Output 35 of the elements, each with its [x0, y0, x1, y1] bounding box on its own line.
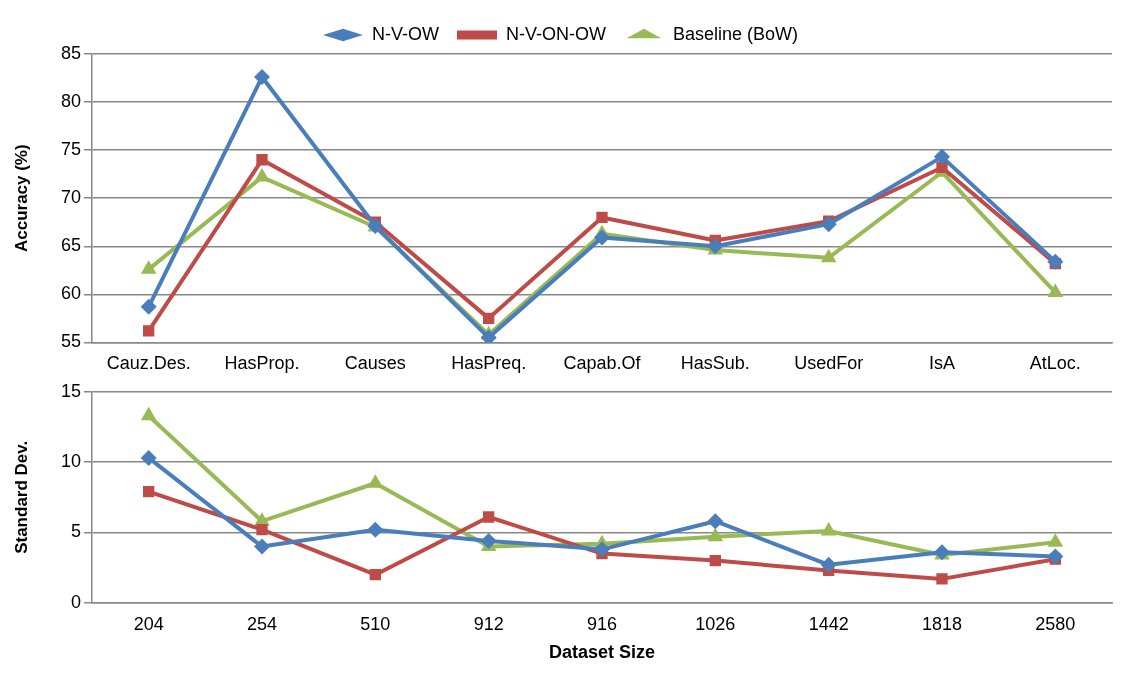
x-tick-label: 254	[246, 613, 278, 634]
y-tick-label: 5	[70, 521, 81, 542]
y-tick-label: 70	[60, 187, 81, 208]
y-tick-label: 60	[60, 283, 81, 304]
y-tick-label: 75	[60, 139, 81, 160]
x-tick-label: 2580	[1035, 613, 1076, 634]
y-tick-label: 15	[60, 380, 81, 401]
y-tick-label: 85	[60, 42, 81, 63]
y-tick-label: 80	[60, 91, 81, 112]
x-tick-label: HasProp.	[224, 353, 300, 374]
legend-label: N-V-ON-OW	[505, 23, 606, 44]
y-tick-label: 10	[60, 451, 81, 472]
y-tick-label: 65	[60, 235, 81, 256]
x-tick-label: 1026	[695, 613, 736, 634]
x-tick-label: Causes	[344, 353, 406, 374]
x-tick-label: 204	[133, 613, 164, 634]
y-tick-label: 55	[60, 331, 81, 352]
x-tick-label: HasSub.	[680, 353, 750, 374]
x-tick-label: 1442	[808, 613, 849, 634]
x-tick-label: 912	[473, 613, 504, 634]
x-tick-label: 510	[360, 613, 391, 634]
x-tick-label: 916	[586, 613, 618, 634]
x-tick-label: HasPreq.	[451, 353, 527, 374]
x-tick-label: Capab.Of	[563, 353, 642, 374]
x-tick-label: Cauz.Des.	[106, 353, 191, 374]
x-axis-title: Dataset Size	[548, 642, 656, 663]
y-axis-title: Standard Dev.	[11, 440, 31, 554]
legend-label: N-V-OW	[371, 23, 439, 44]
y-axis-title: Accuracy (%)	[11, 144, 31, 253]
x-tick-label: UsedFor	[794, 353, 864, 374]
legend-label: Baseline (BoW)	[672, 23, 799, 44]
y-tick-label: 0	[70, 591, 81, 612]
x-tick-label: AtLoc.	[1029, 353, 1081, 374]
x-tick-label: 1818	[921, 613, 963, 634]
x-tick-label: IsA	[928, 353, 956, 374]
